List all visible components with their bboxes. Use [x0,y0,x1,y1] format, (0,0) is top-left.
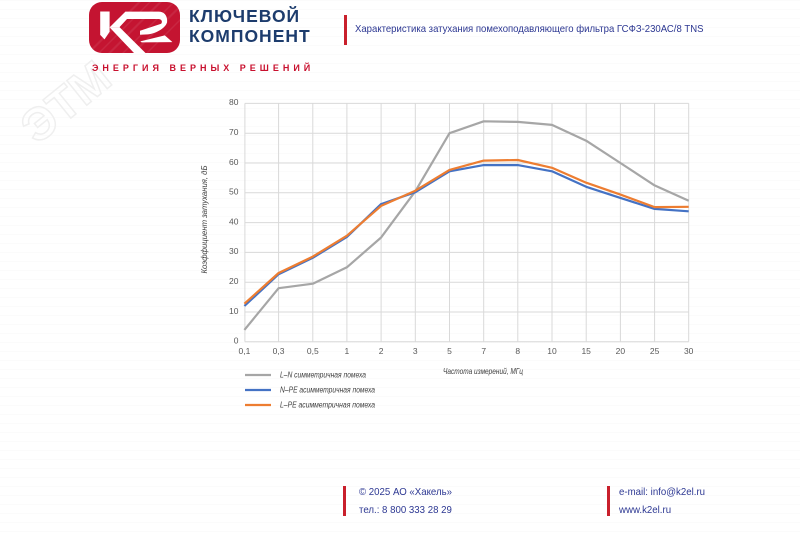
svg-text:0,1: 0,1 [238,346,250,356]
svg-text:70: 70 [229,127,239,137]
svg-text:1: 1 [345,346,350,356]
svg-text:Коэффициент затухания, дБ: Коэффициент затухания, дБ [199,165,209,273]
svg-text:20: 20 [229,276,239,286]
svg-text:50: 50 [229,187,239,197]
svg-text:L–N симметричная помеха: L–N симметричная помеха [280,371,366,380]
svg-text:20: 20 [616,346,626,356]
svg-text:30: 30 [229,246,239,256]
svg-text:3: 3 [413,346,418,356]
svg-text:60: 60 [229,157,239,167]
svg-text:2: 2 [379,346,384,356]
svg-text:80: 80 [229,97,239,107]
svg-text:Частота измерений, МГц: Частота измерений, МГц [443,366,523,376]
svg-text:7: 7 [481,346,486,356]
svg-text:10: 10 [229,306,239,316]
svg-text:0: 0 [234,336,239,346]
svg-text:0,3: 0,3 [273,346,285,356]
svg-text:25: 25 [650,346,660,356]
svg-text:15: 15 [581,346,591,356]
svg-text:40: 40 [229,216,239,226]
svg-text:0,5: 0,5 [307,346,319,356]
svg-text:N–PE асимметричная помеха: N–PE асимметричная помеха [280,386,375,395]
svg-text:8: 8 [515,346,520,356]
svg-text:10: 10 [547,346,557,356]
svg-text:L–PE асимметричная помеха: L–PE асимметричная помеха [280,401,375,410]
svg-text:5: 5 [447,346,452,356]
svg-text:30: 30 [684,346,694,356]
